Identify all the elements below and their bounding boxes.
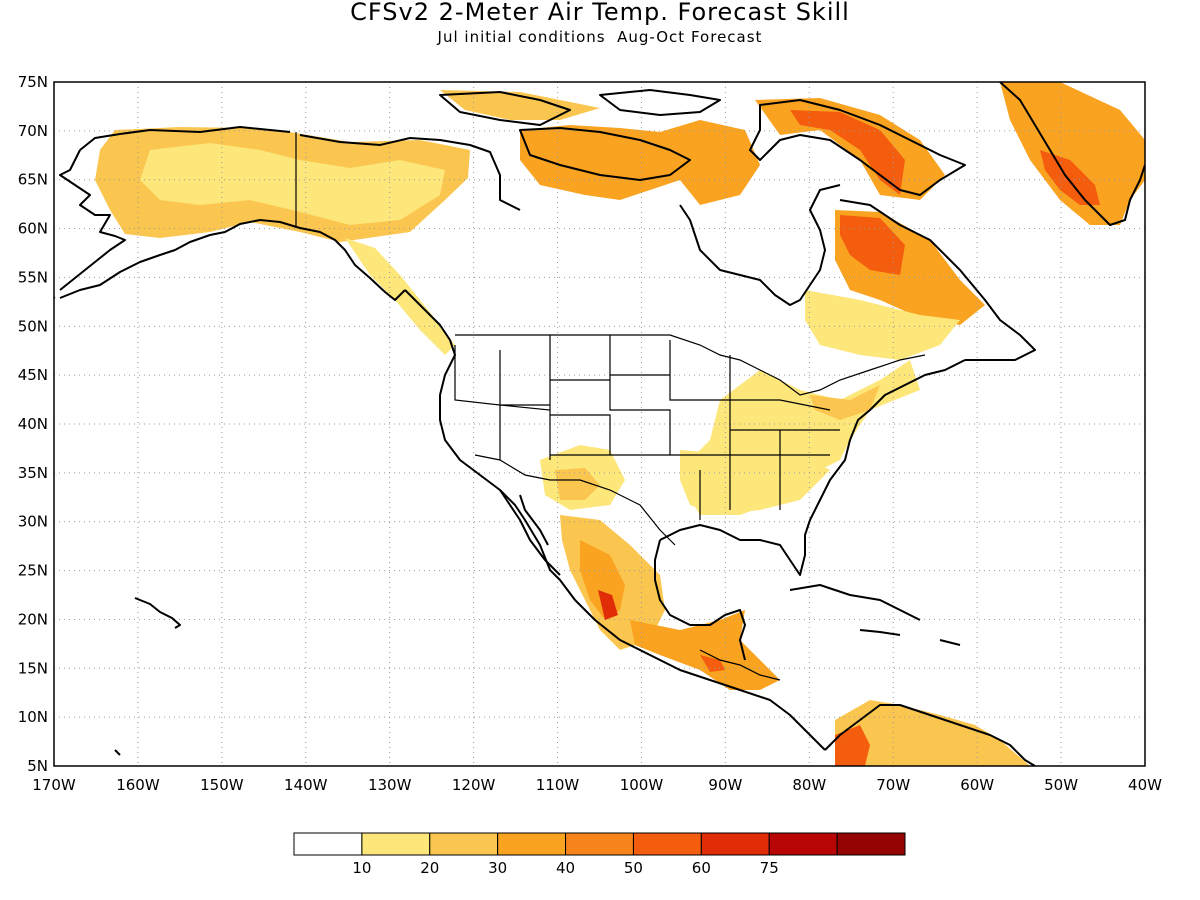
colorbar-swatch xyxy=(836,832,906,856)
lon-tick-label: 40W xyxy=(1128,776,1162,794)
skill-region-southamerica xyxy=(835,700,1030,766)
coast-southamerica xyxy=(824,704,1036,766)
plot-frame xyxy=(53,81,1146,767)
coast-labrador xyxy=(839,199,1036,361)
colorbar-label: 20 xyxy=(420,859,439,877)
border-us-states xyxy=(454,335,840,520)
colorbar-swatch xyxy=(700,832,770,856)
border-us-canada xyxy=(455,334,926,396)
lat-tick-label: 40N xyxy=(18,415,48,433)
colorbar-swatch xyxy=(293,832,363,856)
skill-region-arctic-top xyxy=(440,90,600,120)
colorbar-swatch xyxy=(497,832,567,856)
skill-region-mexico-warm xyxy=(580,540,625,620)
lat-tick-label: 55N xyxy=(18,268,48,286)
coast-alaska xyxy=(59,219,406,301)
coast-greenland xyxy=(999,82,1145,226)
lat-tick-label: 25N xyxy=(18,562,48,580)
colorbar: 10 20 30 40 50 60 75 xyxy=(293,832,906,877)
lat-tick-label: 20N xyxy=(18,610,48,628)
lat-tick-label: 60N xyxy=(18,220,48,238)
lon-tick-label: 170W xyxy=(32,776,76,794)
lon-tick-label: 160W xyxy=(116,776,160,794)
lon-tick-label: 100W xyxy=(620,776,664,794)
skill-region-quebec-south xyxy=(805,290,960,360)
colorbar-label: 10 xyxy=(352,859,371,877)
lat-tick-label: 30N xyxy=(18,513,48,531)
map-title: CFSv2 2-Meter Air Temp. Forecast Skill xyxy=(350,0,850,26)
border-central-america xyxy=(699,649,781,681)
lat-tick-label: 35N xyxy=(18,464,48,482)
lon-tick-label: 110W xyxy=(536,776,580,794)
coast-caribbean xyxy=(789,584,961,646)
coast-hudson xyxy=(679,184,841,306)
colorbar-swatch xyxy=(429,832,499,856)
lon-tick-label: 90W xyxy=(708,776,742,794)
colorbar-label: 50 xyxy=(624,859,643,877)
lon-tick-label: 150W xyxy=(200,776,244,794)
graticule xyxy=(54,82,1145,766)
lat-tick-label: 70N xyxy=(18,122,48,140)
lat-tick-label: 10N xyxy=(18,708,48,726)
skill-region-southeast xyxy=(680,450,830,515)
coast-baffin xyxy=(749,99,966,196)
colorbar-swatch xyxy=(361,832,431,856)
lon-tick-label: 130W xyxy=(368,776,412,794)
map-subtitle: Jul initial conditions Aug-Oct Forecast xyxy=(437,28,763,46)
lat-tick-label: 15N xyxy=(18,659,48,677)
coast-alaska-west xyxy=(59,149,126,291)
coast-hawaii xyxy=(114,597,181,756)
lon-tick-label: 140W xyxy=(284,776,328,794)
lat-tick-label: 45N xyxy=(18,366,48,384)
colorbar-label: 75 xyxy=(760,859,779,877)
skill-region-southamerica-hot xyxy=(835,725,870,766)
coast-arctic-islands xyxy=(439,89,721,181)
lon-tick-label: 70W xyxy=(876,776,910,794)
coast-gulf xyxy=(659,359,966,576)
skill-region-bc xyxy=(345,238,455,355)
lat-tick-label: 50N xyxy=(18,317,48,335)
coast-canada-north xyxy=(299,134,521,211)
colorbar-swatch xyxy=(768,832,838,856)
skill-region-greenland xyxy=(1000,82,1145,225)
colorbar-label: 40 xyxy=(556,859,575,877)
lon-tick-label: 80W xyxy=(792,776,826,794)
skill-region-southwest-inner xyxy=(555,468,600,500)
skill-region-baffin-hot xyxy=(790,110,905,195)
lat-tick-label: 65N xyxy=(18,171,48,189)
colorbar-label: 30 xyxy=(488,859,507,877)
coast-alaska-north xyxy=(79,126,291,151)
political-borders xyxy=(295,132,926,681)
colorbar-swatch xyxy=(565,832,634,856)
skill-region-eastus-inner xyxy=(810,385,880,420)
lon-tick-label: 50W xyxy=(1044,776,1078,794)
skill-region-quebec-hot xyxy=(840,215,905,275)
latitude-labels: 5N 10N 15N 20N 25N 30N 35N 40N 45N 50N 55N 60N 65N 70… xyxy=(18,73,48,775)
lat-tick-label: 5N xyxy=(27,757,48,775)
lon-tick-label: 120W xyxy=(452,776,496,794)
coast-pacific xyxy=(404,289,826,751)
coastlines xyxy=(54,82,1145,766)
skill-region-mexico-hot xyxy=(598,590,618,620)
coast-mexico-gulf xyxy=(654,539,746,661)
coast-baja xyxy=(499,489,561,576)
skill-region-greenland-hot xyxy=(1040,150,1100,205)
lat-tick-label: 75N xyxy=(18,73,48,91)
border-us-mexico xyxy=(474,454,676,546)
colorbar-label: 60 xyxy=(692,859,711,877)
skill-region-centralamerica xyxy=(630,610,780,690)
longitude-labels: 170W 160W 150W 140W 130W 120W 110W 100W 90W 80W 70… xyxy=(32,776,1162,794)
lon-tick-label: 60W xyxy=(960,776,994,794)
coast-aleutians xyxy=(54,296,56,299)
colorbar-swatch xyxy=(632,832,702,856)
skill-region-centralamerica-hot xyxy=(700,655,725,672)
skill-shading xyxy=(95,82,1145,766)
skill-region-alaska-inner xyxy=(140,143,445,225)
skill-region-arctic xyxy=(520,120,760,205)
